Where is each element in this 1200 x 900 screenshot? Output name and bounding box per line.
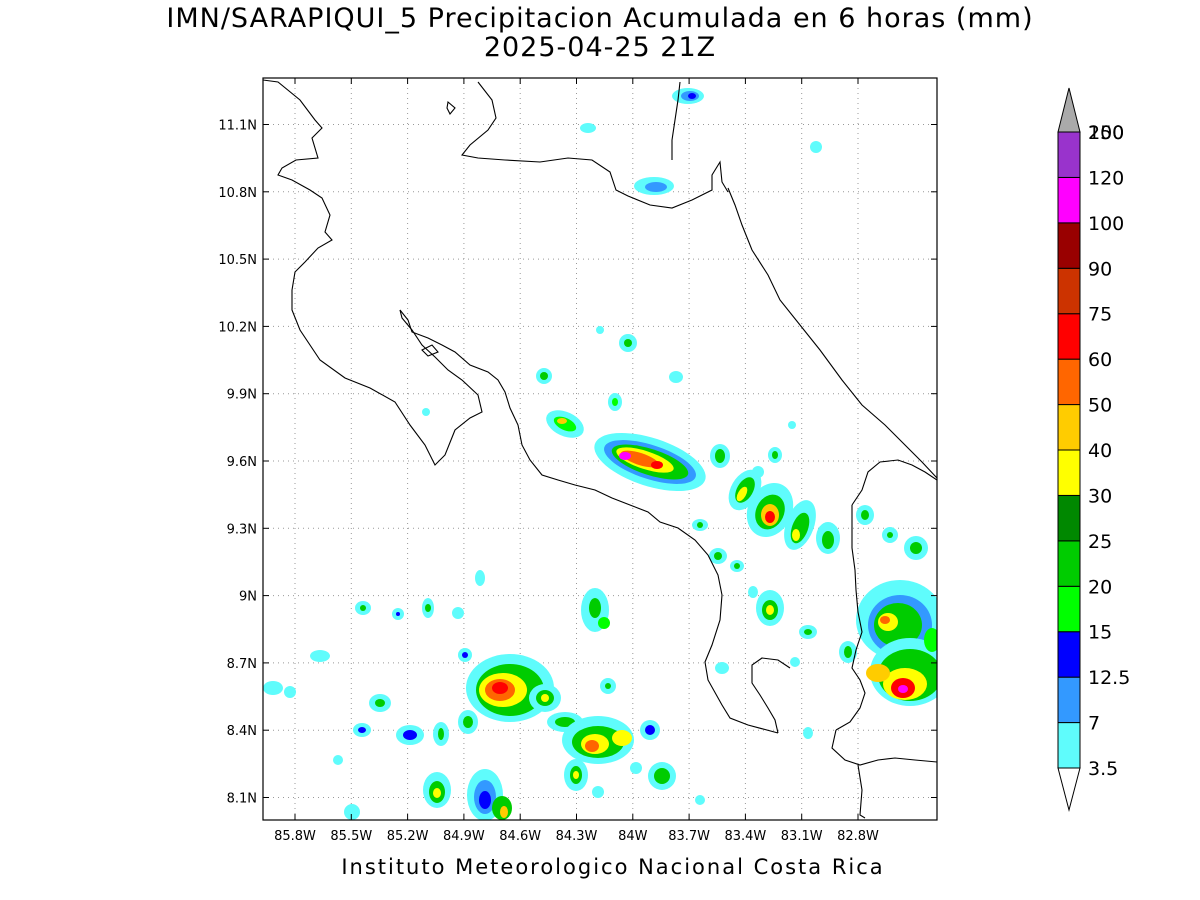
colorbar-box bbox=[1057, 176, 1081, 224]
colorbar-box bbox=[1057, 722, 1081, 769]
colorbar-bottom-arrow bbox=[1057, 767, 1081, 812]
lat-tick-label: 10.2N bbox=[218, 320, 257, 335]
credit-text: Instituto Meteorologico Nacional Costa R… bbox=[341, 855, 885, 879]
colorbar-label: 20 bbox=[1088, 576, 1112, 598]
colorbar-label: 40 bbox=[1088, 440, 1112, 462]
lon-tick-label: 85.5W bbox=[330, 829, 372, 844]
colorbar-box bbox=[1057, 631, 1081, 678]
precipitation-field bbox=[263, 88, 937, 820]
lon-tick-label: 82.8W bbox=[837, 829, 879, 844]
lat-tick-label: 9.6N bbox=[227, 455, 257, 470]
lat-tick-label: 8.1N bbox=[227, 792, 257, 807]
map-datetime: 2025-04-25 21Z bbox=[483, 32, 717, 63]
lon-tick-label: 84.9W bbox=[443, 829, 485, 844]
colorbar-box bbox=[1057, 494, 1081, 542]
colorbar-label: 30 bbox=[1088, 485, 1112, 507]
colorbar-label: 120 bbox=[1088, 167, 1124, 189]
lat-tick-label: 9N bbox=[239, 590, 257, 605]
colorbar-label: 75 bbox=[1088, 304, 1112, 326]
map-title: IMN/SARAPIQUI_5 Precipitacion Acumulada … bbox=[166, 3, 1034, 34]
colorbar-box bbox=[1057, 358, 1081, 406]
lon-tick-label: 84.3W bbox=[556, 829, 598, 844]
colorbar-label: 90 bbox=[1088, 258, 1112, 280]
longitude-axis: 85.8W 85.5W 85.2W 84.9W 84.6W 84.3W 84W 83.7W 83… bbox=[274, 78, 879, 844]
colorbar-top-arrow bbox=[1057, 87, 1081, 133]
colorbar-label: 50 bbox=[1088, 395, 1112, 417]
colorbar-box bbox=[1057, 267, 1081, 315]
colorbar-label: 150 bbox=[1088, 122, 1124, 144]
colorbar-box bbox=[1057, 404, 1081, 451]
lat-tick-label: 10.5N bbox=[218, 253, 257, 268]
lat-tick-label: 11.1N bbox=[218, 119, 257, 134]
lat-tick-label: 9.9N bbox=[227, 388, 257, 403]
lat-tick-label: 9.3N bbox=[227, 522, 257, 537]
colorbar-box bbox=[1057, 676, 1081, 724]
colorbar-box bbox=[1057, 222, 1081, 269]
lat-tick-label: 8.7N bbox=[227, 657, 257, 672]
colorbar-label: 3.5 bbox=[1088, 758, 1118, 780]
lon-tick-label: 83.1W bbox=[781, 829, 823, 844]
colorbar-label: 25 bbox=[1088, 531, 1112, 553]
colorbar-box bbox=[1057, 313, 1081, 360]
lat-tick-label: 10.8N bbox=[218, 186, 257, 201]
colorbar-box bbox=[1057, 585, 1081, 633]
colorbar-label: 100 bbox=[1088, 213, 1124, 235]
colorbar-box bbox=[1057, 540, 1081, 587]
colorbar-label: 12.5 bbox=[1088, 667, 1130, 689]
lon-tick-label: 84.6W bbox=[499, 829, 541, 844]
colorbar-label: 15 bbox=[1088, 622, 1112, 644]
coastline bbox=[263, 79, 937, 819]
latitude-axis: 8.1N 8.4N 8.7N 9N 9.3N 9.6N 9.9N 10.2N 10.5N 10.8… bbox=[218, 119, 937, 807]
colorbar-label: 60 bbox=[1088, 349, 1112, 371]
lon-tick-label: 85.2W bbox=[387, 829, 429, 844]
lon-tick-label: 83.7W bbox=[668, 829, 710, 844]
lon-tick-label: 84W bbox=[618, 829, 648, 844]
colorbar-box bbox=[1057, 449, 1081, 496]
colorbar-label: 200 bbox=[1088, 122, 1124, 144]
lat-tick-label: 8.4N bbox=[227, 724, 257, 739]
map-frame bbox=[262, 77, 938, 821]
colorbar-label: 7 bbox=[1088, 713, 1100, 735]
lon-tick-label: 83.4W bbox=[724, 829, 766, 844]
lon-tick-label: 85.8W bbox=[274, 829, 316, 844]
colorbar-box bbox=[1057, 131, 1081, 178]
